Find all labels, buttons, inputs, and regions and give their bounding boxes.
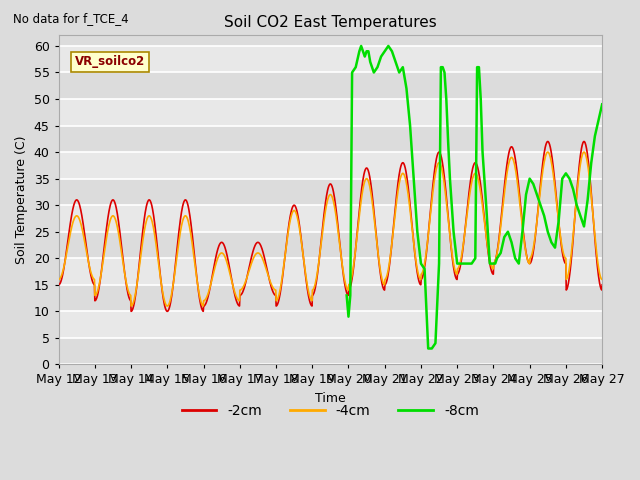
Bar: [59, 338, 602, 364]
X-axis label: Time: Time: [315, 392, 346, 405]
Legend: -2cm, -4cm, -8cm: -2cm, -4cm, -8cm: [176, 398, 484, 423]
Bar: [59, 258, 602, 285]
Bar: [59, 72, 602, 99]
Bar: [59, 46, 602, 72]
Bar: [59, 205, 602, 232]
Bar: [59, 312, 602, 338]
Bar: [59, 152, 602, 179]
Bar: [59, 232, 602, 258]
Text: No data for f_TCE_4: No data for f_TCE_4: [13, 12, 129, 25]
Bar: [59, 285, 602, 312]
Bar: [59, 99, 602, 126]
Title: Soil CO2 East Temperatures: Soil CO2 East Temperatures: [224, 15, 436, 30]
Text: VR_soilco2: VR_soilco2: [75, 55, 145, 68]
Y-axis label: Soil Temperature (C): Soil Temperature (C): [15, 136, 28, 264]
Bar: [59, 126, 602, 152]
Bar: [59, 179, 602, 205]
